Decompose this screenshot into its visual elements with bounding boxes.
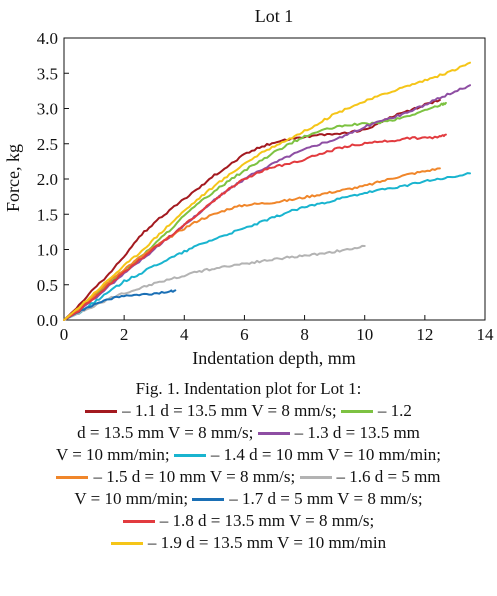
- legend-swatch-1-3: [257, 431, 290, 435]
- legend-text-1-4: – 1.4 d = 10 mm V = 10 mm/min;: [210, 445, 442, 464]
- legend-text-1-6a: – 1.6 d = 5 mm: [336, 467, 441, 486]
- legend-swatch-1-5: [56, 475, 89, 479]
- indentation-chart: Lot 1 0 2 4 6 8 10 12 14 0.0 0.5 1.0 1.5 2.0 2.5 3.0 3.…: [3, 6, 494, 368]
- legend-swatch-1-9: [110, 541, 143, 545]
- legend-swatch-1-8: [122, 519, 155, 523]
- x-axis-label: Indentation depth, mm: [192, 348, 355, 368]
- y-axis-label: Force, kg: [3, 144, 23, 212]
- x-tick-label: 2: [120, 325, 129, 344]
- caption-line: V = 10 mm/min; – 1.4 d = 10 mm V = 10 mm…: [0, 444, 497, 466]
- series-line-1-9: [63, 61, 471, 321]
- legend-swatch-1-7: [192, 497, 225, 501]
- legend-text-1-3a: – 1.3 d = 13.5 mm: [294, 423, 420, 442]
- caption-line: – 1.5 d = 10 mm V = 8 mm/s; – 1.6 d = 5 …: [0, 466, 497, 488]
- legend-text-1-2a: – 1.2: [377, 401, 412, 420]
- legend-swatch-1-1: [85, 409, 118, 413]
- x-tick-label: 6: [240, 325, 249, 344]
- legend-text-1-6b: V = 10 mm/min;: [74, 489, 189, 508]
- plot-frame: [63, 37, 486, 321]
- legend-text-1-7: – 1.7 d = 5 mm V = 8 mm/s;: [229, 489, 423, 508]
- caption-line: – 1.9 d = 13.5 mm V = 10 mm/min: [0, 532, 497, 554]
- legend-text-1-5: – 1.5 d = 10 mm V = 8 mm/s;: [93, 467, 296, 486]
- legend-swatch-1-2: [340, 409, 373, 413]
- y-tick-label: 1.0: [37, 241, 58, 260]
- series-layer: [63, 61, 471, 321]
- legend-swatch-1-6: [299, 475, 332, 479]
- y-tick-label: 2.0: [37, 170, 58, 189]
- y-tick-label: 0.5: [37, 276, 58, 295]
- chart-title: Lot 1: [255, 6, 294, 26]
- y-tick-label: 3.5: [37, 64, 58, 83]
- y-tick-label: 1.5: [37, 205, 58, 224]
- x-tick-label: 4: [180, 325, 189, 344]
- figure-caption: Fig. 1. Indentation plot for Lot 1: – 1.…: [0, 378, 497, 554]
- legend-text-1-9: – 1.9 d = 13.5 mm V = 10 mm/min: [147, 533, 387, 552]
- series-line-1-1: [63, 99, 441, 321]
- series-line-1-7: [63, 289, 177, 321]
- caption-line: – 1.8 d = 13.5 mm V = 8 mm/s;: [0, 510, 497, 532]
- y-tick-label: 2.5: [37, 135, 58, 154]
- y-tick-label: 0.0: [37, 311, 58, 330]
- x-tick-label: 10: [356, 325, 373, 344]
- series-line-1-2: [63, 101, 447, 321]
- caption-line: V = 10 mm/min; – 1.7 d = 5 mm V = 8 mm/s…: [0, 488, 497, 510]
- ticks: 0 2 4 6 8 10 12 14 0.0 0.5 1.0 1.5 2.0 2.5 3.0 3.5 4.0: [37, 29, 494, 344]
- legend-text-1-1: – 1.1 d = 13.5 mm V = 8 mm/s;: [122, 401, 337, 420]
- x-tick-label: 0: [60, 325, 69, 344]
- series-line-1-8: [63, 133, 447, 321]
- series-line-1-4: [63, 172, 471, 321]
- chart-area: Lot 1 0 2 4 6 8 10 12 14 0.0 0.5 1.0 1.5 2.0 2.5 3.0 3.…: [3, 6, 494, 368]
- caption-line: d = 13.5 mm V = 8 mm/s; – 1.3 d = 13.5 m…: [0, 422, 497, 444]
- caption-title: Fig. 1. Indentation plot for Lot 1:: [135, 379, 362, 398]
- legend-text-1-3b: V = 10 mm/min;: [55, 445, 170, 464]
- y-tick-label: 4.0: [37, 29, 58, 48]
- x-tick-label: 14: [477, 325, 495, 344]
- legend-text-1-8: – 1.8 d = 13.5 mm V = 8 mm/s;: [159, 511, 375, 530]
- series-line-1-5: [63, 167, 441, 321]
- legend-swatch-1-4: [173, 453, 206, 457]
- x-tick-label: 8: [300, 325, 309, 344]
- caption-line: – 1.1 d = 13.5 mm V = 8 mm/s; – 1.2: [0, 400, 497, 422]
- x-tick-label: 12: [416, 325, 433, 344]
- y-tick-label: 3.0: [37, 100, 58, 119]
- axes: [63, 37, 486, 321]
- legend-text-1-2b: d = 13.5 mm V = 8 mm/s;: [77, 423, 254, 442]
